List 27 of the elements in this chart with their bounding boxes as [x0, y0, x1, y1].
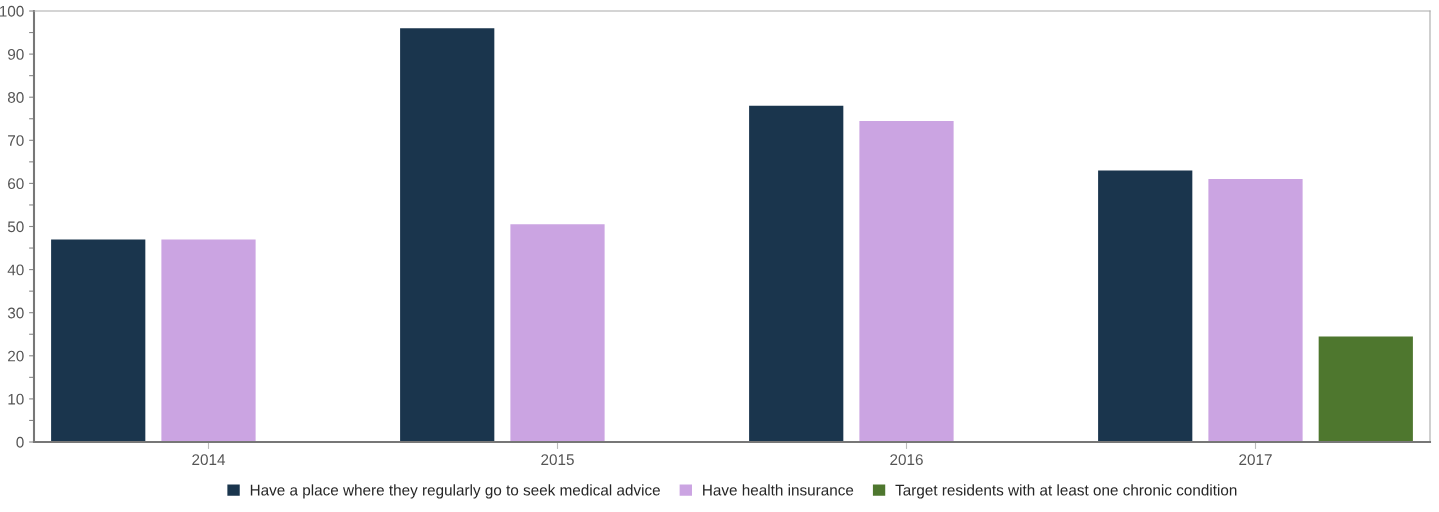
x-tick-label: 2016 [890, 454, 923, 466]
legend-label: Have health insurance [703, 484, 854, 496]
x-tick-label: 2017 [1239, 454, 1272, 466]
y-tick-label: 40 [7, 264, 24, 276]
bar [510, 224, 605, 442]
y-tick-label: 30 [7, 307, 24, 319]
y-tick-label: 70 [8, 135, 24, 146]
y-tick-label: 20 [8, 350, 24, 362]
y-tick-label: 50 [7, 221, 24, 233]
x-tick-label: 2015 [541, 454, 574, 466]
legend-label: Have a place where they regularly go to seek medical advice [250, 484, 660, 499]
y-tick-label: 90 [8, 48, 24, 60]
y-tick-label: 100 [0, 5, 24, 17]
y-tick-label: 0 [16, 436, 24, 448]
bar [1098, 170, 1193, 442]
x-tick-label: 2014 [192, 454, 226, 466]
bar [749, 105, 844, 442]
legend-label: Target residents with at least one chronic condition [895, 484, 1237, 499]
bar [1208, 179, 1303, 442]
bar [1318, 336, 1413, 442]
bar [400, 28, 495, 442]
bar [161, 239, 256, 442]
bar [859, 120, 954, 442]
y-tick-label: 60 [8, 178, 24, 190]
y-tick-label: 10 [8, 393, 24, 405]
y-tick-label: 80 [7, 92, 24, 103]
bar [51, 239, 146, 442]
